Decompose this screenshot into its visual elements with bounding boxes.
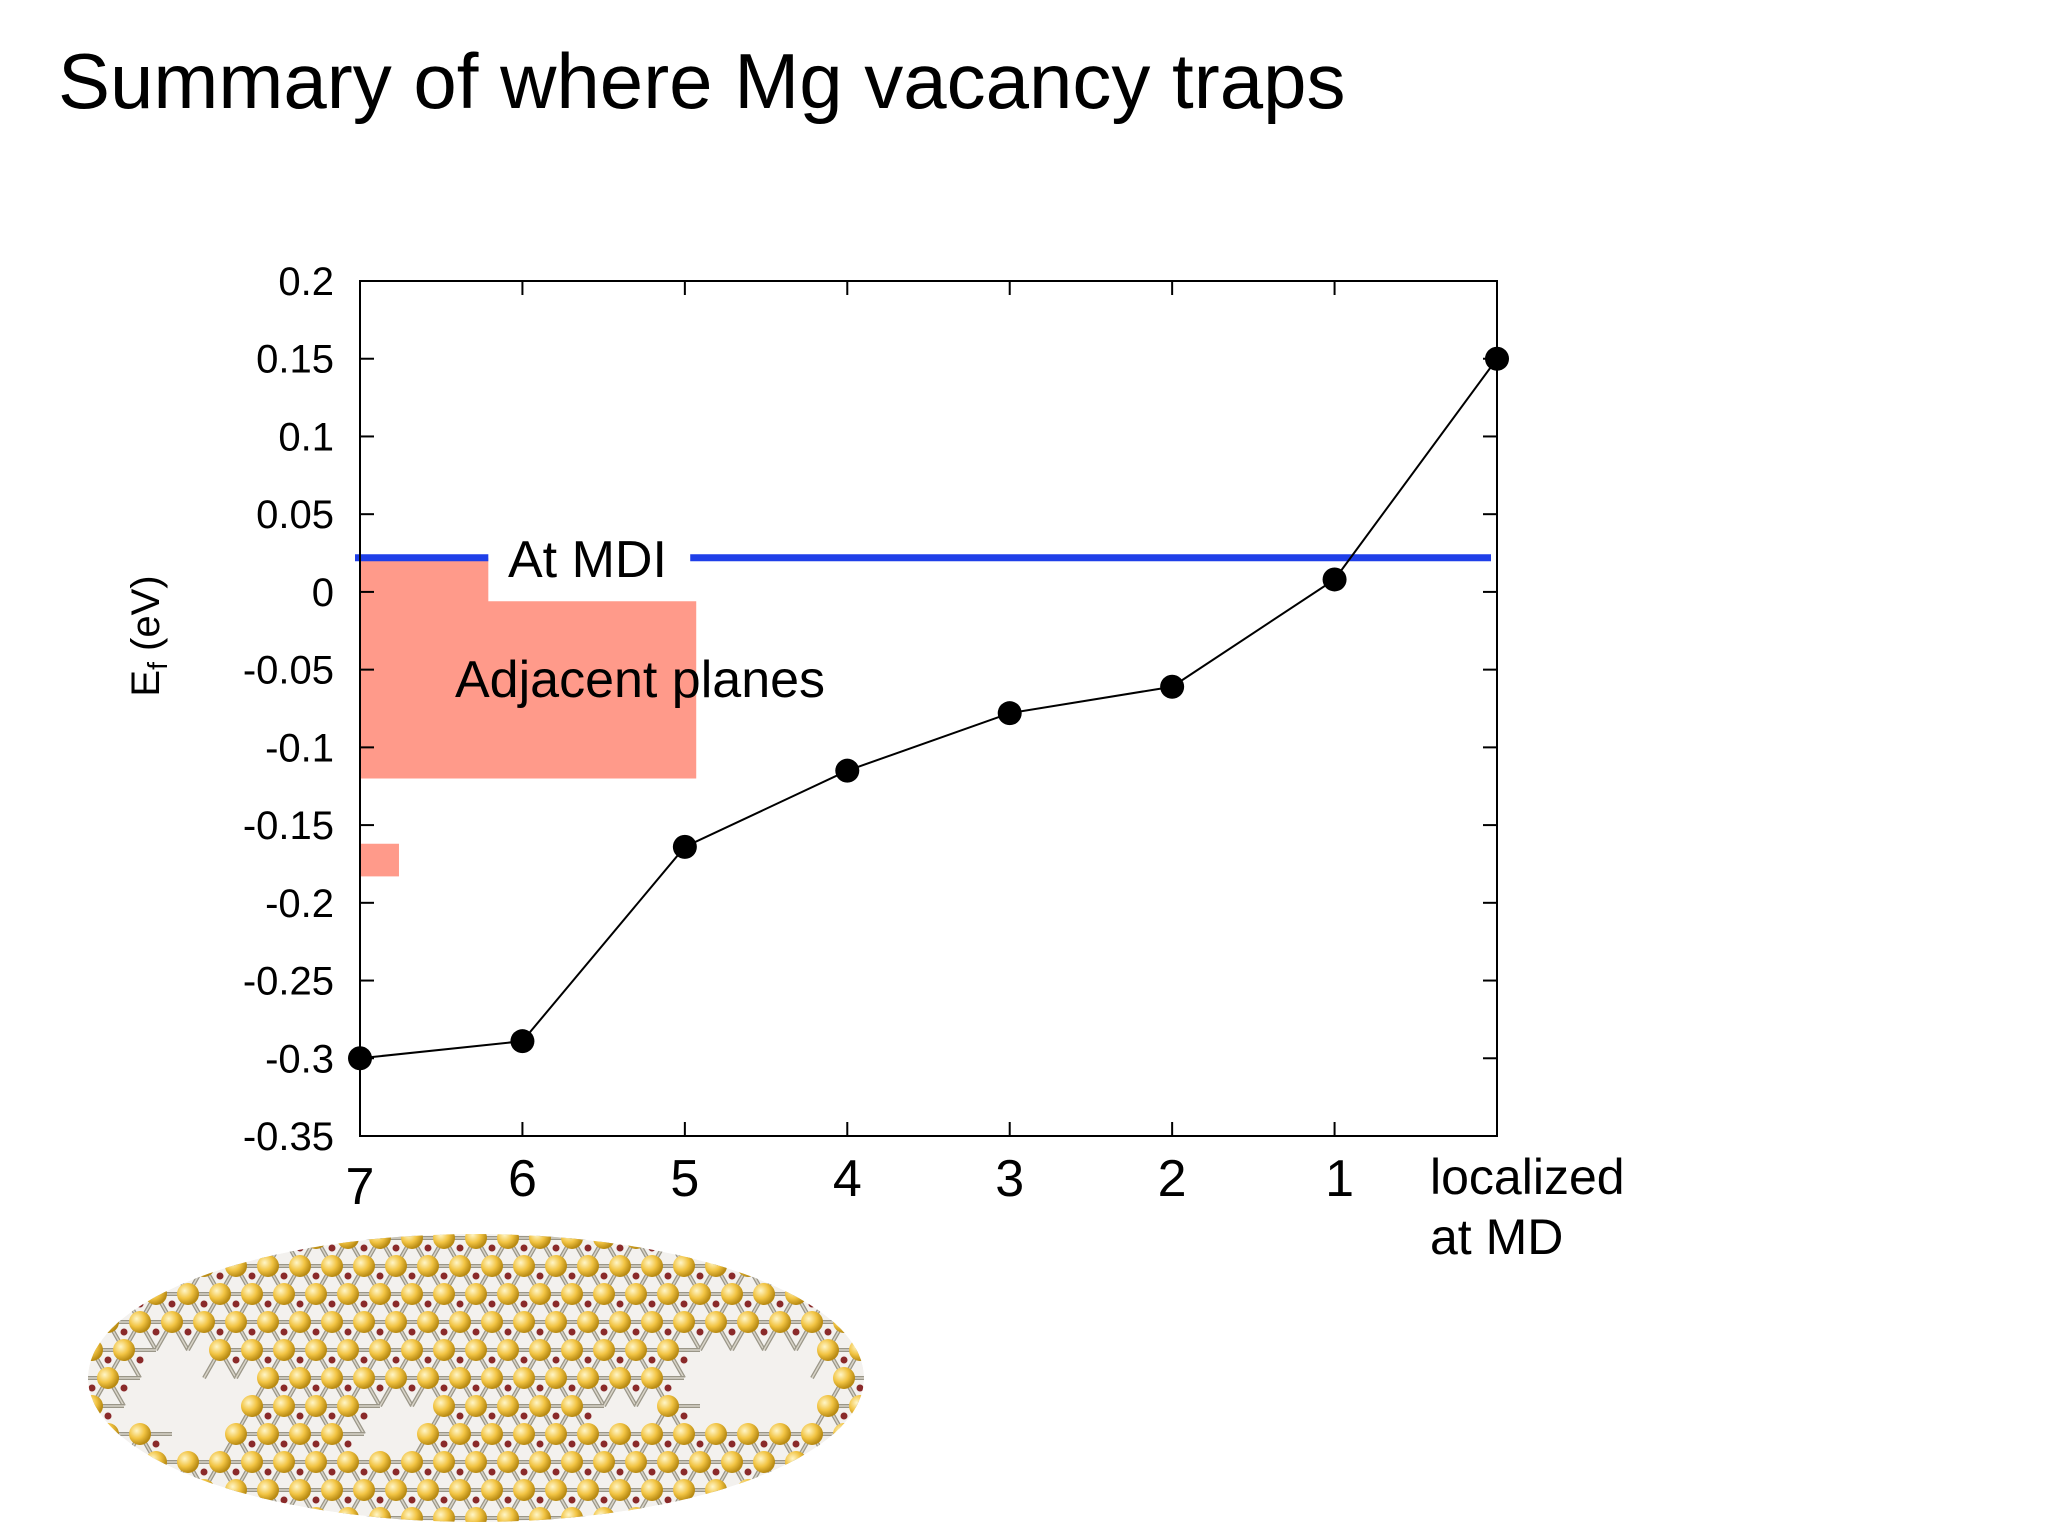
y-tick-label: -0.3 <box>265 1037 334 1081</box>
y-tick-label: -0.2 <box>265 882 334 926</box>
text-layer: 0.2 0.15 0.1 0.05 0 -0.05 -0.1 -0.15 -0.2 -0.25 -0… <box>124 260 1625 1265</box>
slide-title: Summary of where Mg vacancy traps <box>58 37 1346 125</box>
x-tick-label-localized: at MD <box>1430 1209 1563 1265</box>
data-point <box>672 834 697 859</box>
series-line <box>359 358 1498 1060</box>
data-point <box>835 758 860 783</box>
y-tick-label: -0.1 <box>265 726 334 770</box>
y-axis-label: Ef (eV) <box>124 575 173 696</box>
y-tick-label: 0 <box>312 571 334 615</box>
data-point <box>1160 674 1185 699</box>
y-tick-label: 0.15 <box>256 338 334 382</box>
y-tick-label: 0.2 <box>278 260 334 304</box>
x-tick-label-localized: localized <box>1430 1149 1625 1205</box>
data-point <box>510 1029 535 1054</box>
x-tick-label: 7 <box>346 1158 375 1216</box>
plot-frame <box>359 280 1498 1137</box>
data-point <box>1322 567 1347 592</box>
x-tick-label: 6 <box>508 1150 537 1208</box>
molecular-structure-image <box>86 1232 866 1524</box>
y-tick-label: 0.1 <box>278 415 334 459</box>
series-layer <box>348 346 1509 1071</box>
x-tick-label: 3 <box>995 1150 1024 1208</box>
y-tick-label: -0.05 <box>243 649 334 693</box>
y-tick-label: -0.25 <box>243 960 334 1004</box>
band-layer <box>360 557 697 877</box>
y-tick-label: -0.15 <box>243 804 334 848</box>
mdi-label: At MDI <box>508 531 667 589</box>
data-point <box>997 701 1022 726</box>
axes-layer <box>359 280 1498 1137</box>
adjacent-planes-band <box>360 557 697 779</box>
x-tick-label: 2 <box>1158 1150 1187 1208</box>
y-tick-label: 0.05 <box>256 493 334 537</box>
x-tick-label: 5 <box>670 1150 699 1208</box>
y-tick-label: -0.35 <box>243 1115 334 1159</box>
x-tick-label: 1 <box>1325 1150 1354 1208</box>
adjacent-planes-label: Adjacent planes <box>455 651 825 709</box>
x-tick-label: 4 <box>833 1150 862 1208</box>
adjacent-planes-band-small <box>360 843 399 877</box>
